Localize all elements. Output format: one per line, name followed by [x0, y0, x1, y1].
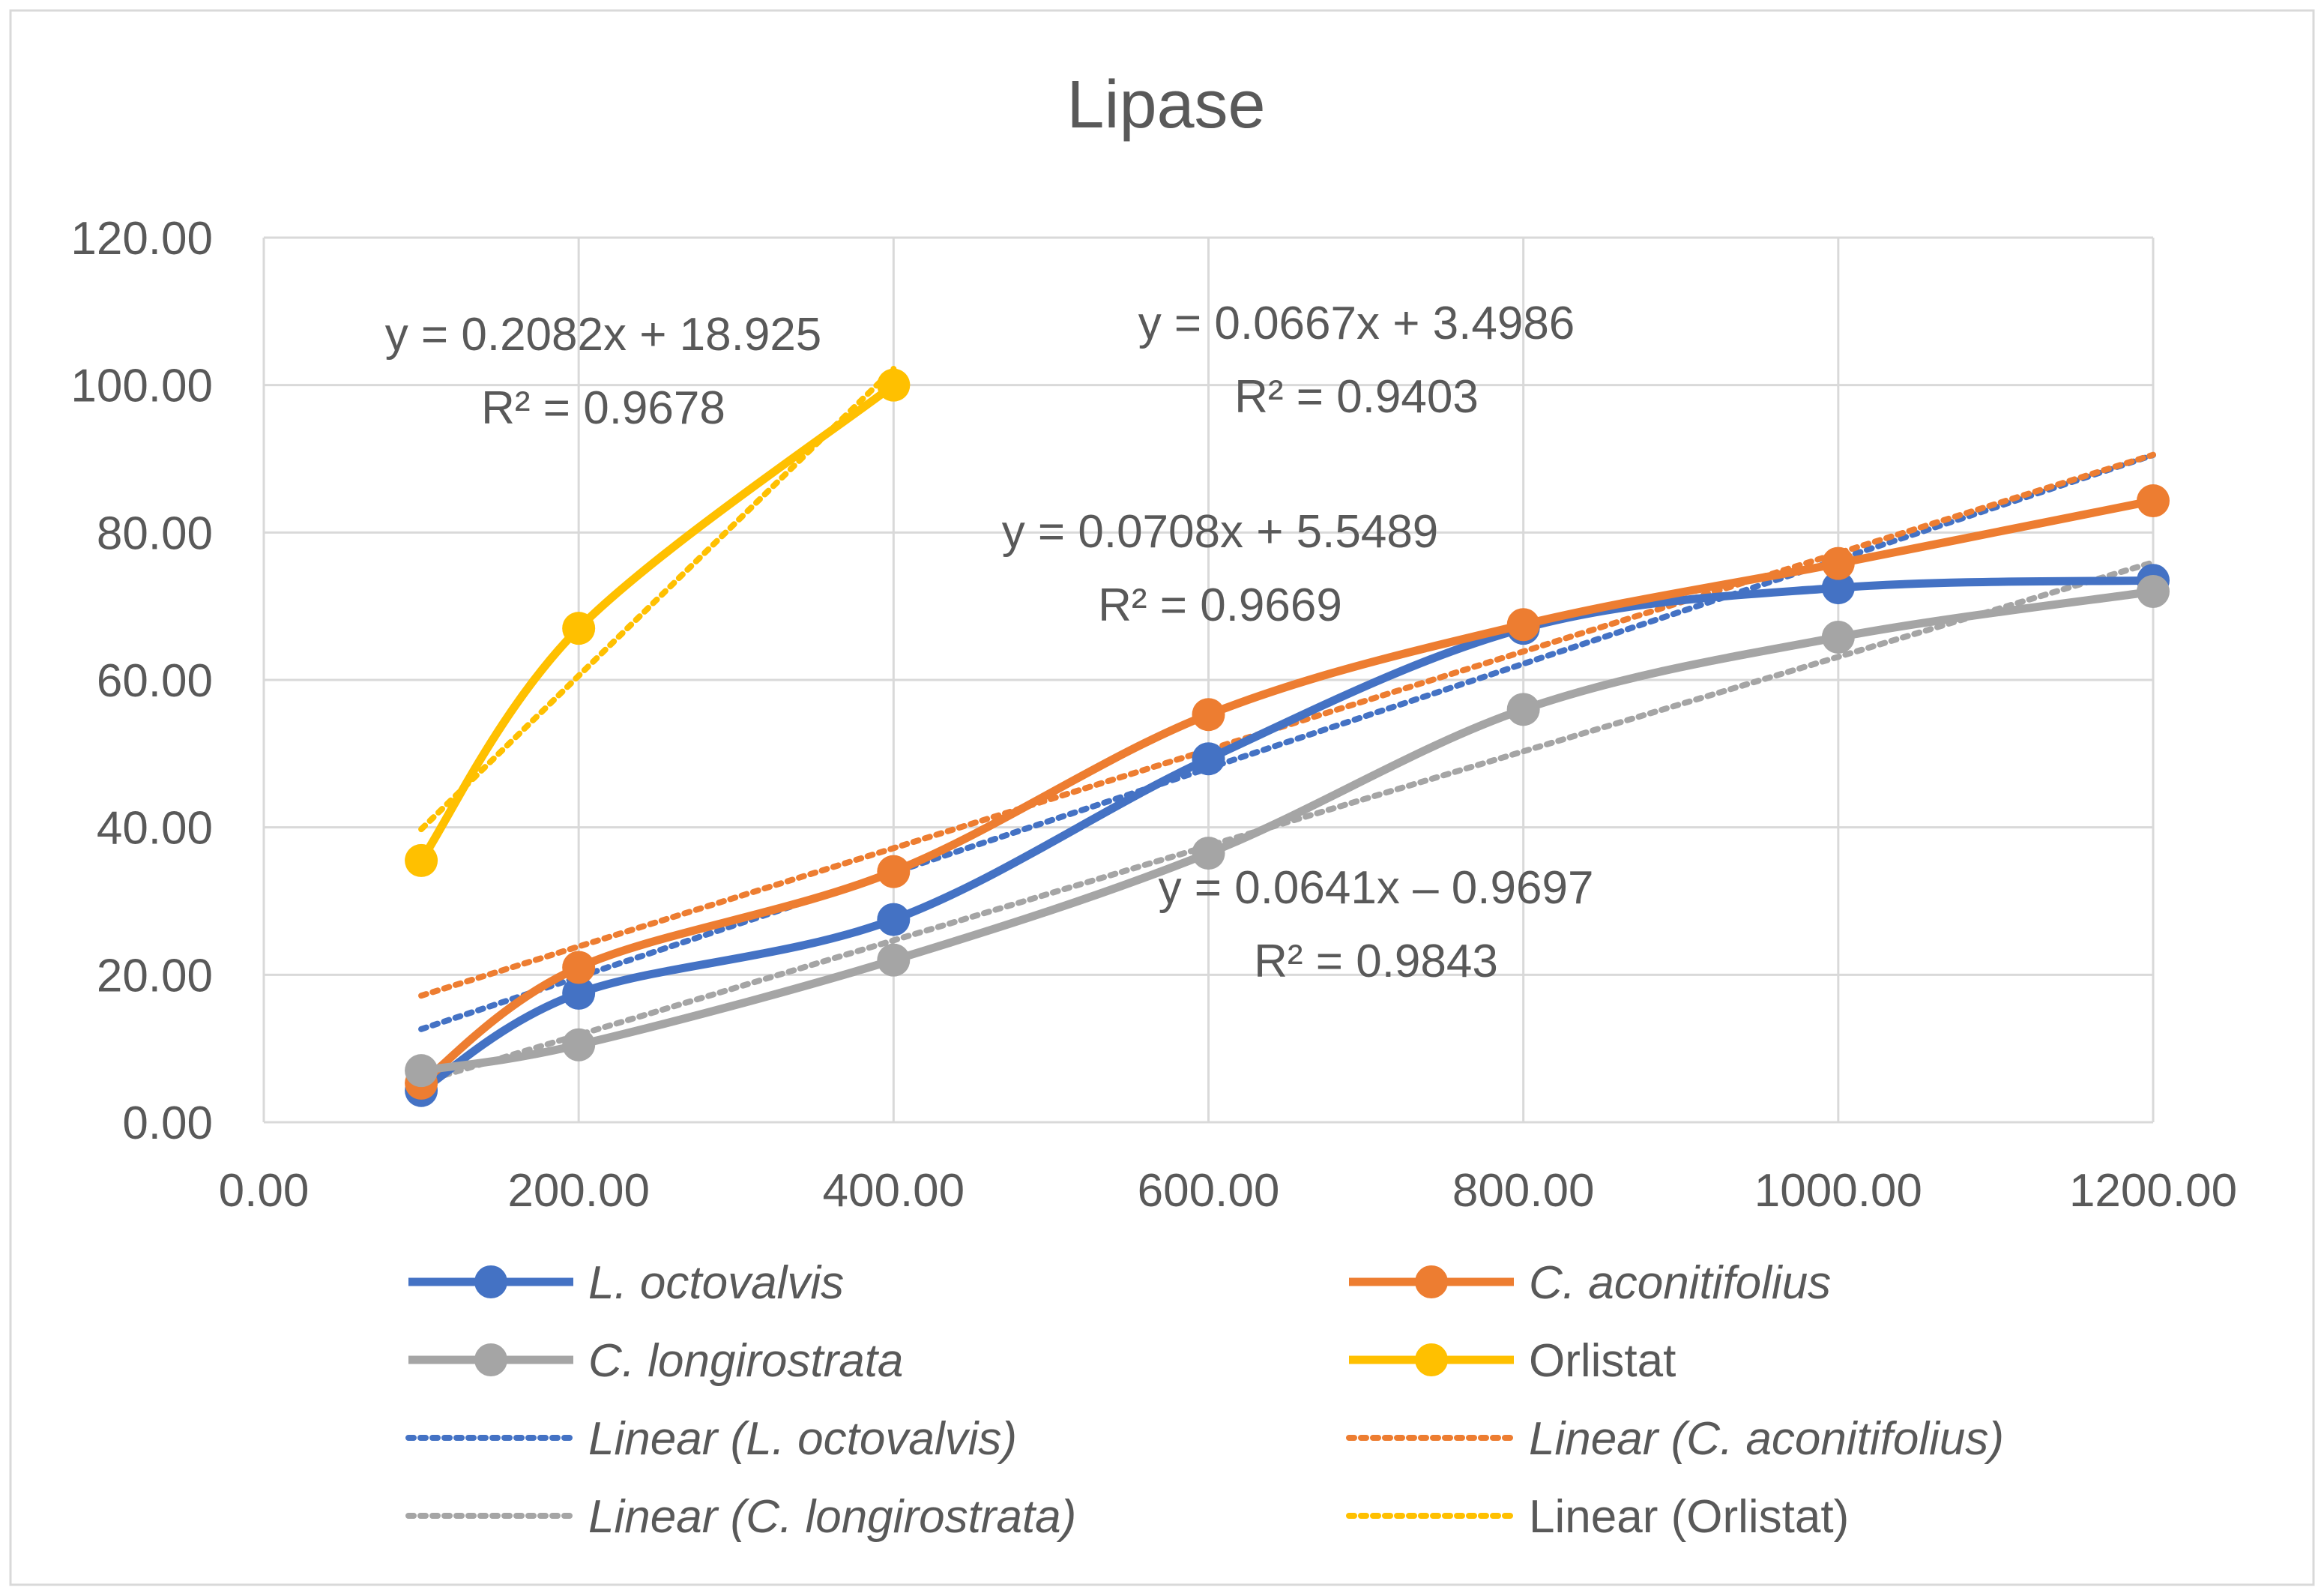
legend-label: L. octovalvis [588, 1257, 844, 1309]
equation-linear-orlistat: y = 0.2082x + 18.925 R² = 0.9678 [385, 309, 822, 434]
y-tick-label: 120.00 [70, 213, 213, 265]
data-point[interactable] [405, 843, 438, 877]
y-tick-label: 80.00 [97, 508, 213, 559]
legend[interactable]: L. octovalvis C. aconitifolius C. longiros… [405, 1257, 2004, 1543]
data-point[interactable] [877, 855, 911, 888]
data-point[interactable] [562, 951, 596, 984]
equation-linear-l-octovalvis: y = 0.0708x + 5.5489 R² = 0.9669 [1002, 506, 1439, 631]
data-point[interactable] [1192, 698, 1225, 732]
y-tick-label: 40.00 [97, 803, 213, 855]
data-series [405, 368, 2170, 1107]
legend-item-linear-c-aconitifolius[interactable]: Linear (C. aconitifolius) [1346, 1413, 2004, 1465]
axis-tick-labels: 0.00 20.00 40.00 60.00 80.00 100.00 120.00 0.00… [70, 213, 2237, 1217]
trendline-equation: y = 0.0708x + 5.5489 [1002, 506, 1439, 558]
legend-item-c-aconitifolius[interactable]: C. aconitifolius [1349, 1257, 1831, 1309]
equation-linear-c-aconitifolius: y = 0.0667x + 3.4986 R² = 0.9403 [1138, 298, 1575, 423]
chart-border [9, 9, 2315, 1586]
x-tick-label: 200.00 [507, 1165, 650, 1217]
y-tick-label: 100.00 [70, 361, 213, 412]
data-point[interactable] [2137, 484, 2170, 518]
legend-item-c-longirostrata[interactable]: C. longirostrata [408, 1335, 903, 1387]
trendline-r2: R² = 0.9843 [1254, 936, 1498, 987]
legend-label: Linear (C. aconitifolius) [1529, 1413, 2004, 1465]
data-point[interactable] [1821, 571, 1855, 605]
trendline-equation: y = 0.0641x – 0.9697 [1159, 862, 1594, 914]
data-point[interactable] [877, 943, 911, 977]
y-tick-label: 60.00 [97, 655, 213, 707]
legend-item-linear-orlistat[interactable]: Linear (Orlistat) [1346, 1491, 1849, 1543]
x-tick-label: 800.00 [1452, 1165, 1595, 1217]
legend-swatch-marker [1415, 1265, 1448, 1298]
data-point[interactable] [877, 903, 911, 936]
equation-linear-c-longirostrata: y = 0.0641x – 0.9697 R² = 0.9843 [1159, 862, 1594, 987]
trendline-r2: R² = 0.9669 [1098, 579, 1342, 631]
legend-swatch-marker [474, 1343, 507, 1376]
chart-title: Lipase [1066, 67, 1265, 142]
legend-label: Linear (L. octovalvis) [588, 1413, 1017, 1465]
x-tick-label: 600.00 [1138, 1165, 1280, 1217]
legend-label: C. aconitifolius [1529, 1257, 1831, 1309]
data-point[interactable] [1192, 742, 1225, 776]
legend-label: Linear (C. longirostrata) [588, 1491, 1076, 1543]
legend-item-linear-c-longirostrata[interactable]: Linear (C. longirostrata) [405, 1491, 1076, 1543]
x-tick-label: 400.00 [823, 1165, 965, 1217]
trendline-equations: y = 0.0708x + 5.5489 R² = 0.9669 y = 0.066… [385, 298, 1594, 987]
x-tick-label: 1200.00 [2069, 1165, 2237, 1217]
legend-swatch-marker [474, 1265, 507, 1298]
trendline-equation: y = 0.0667x + 3.4986 [1138, 298, 1575, 349]
x-tick-label: 0.00 [219, 1165, 310, 1217]
data-point[interactable] [562, 976, 596, 1010]
x-tick-label: 1000.00 [1754, 1165, 1922, 1217]
gridlines [262, 236, 2155, 1124]
trendline-r2: R² = 0.9678 [481, 382, 725, 434]
legend-swatch-marker [1415, 1343, 1448, 1376]
legend-label: Linear (Orlistat) [1529, 1491, 1849, 1543]
legend-label: Orlistat [1529, 1335, 1676, 1387]
y-tick-label: 20.00 [97, 950, 213, 1002]
series-orlistat [405, 368, 911, 877]
data-point[interactable] [1821, 546, 1855, 580]
data-point[interactable] [562, 1028, 596, 1062]
y-tick-label: 0.00 [122, 1097, 213, 1149]
legend-item-orlistat[interactable]: Orlistat [1349, 1335, 1676, 1387]
data-point[interactable] [1192, 837, 1225, 870]
legend-item-l-octovalvis[interactable]: L. octovalvis [408, 1257, 844, 1309]
data-point[interactable] [1821, 620, 1855, 654]
series-c-longirostrata [405, 575, 2170, 1088]
legend-item-linear-l-octovalvis[interactable]: Linear (L. octovalvis) [405, 1413, 1017, 1465]
legend-label: C. longirostrata [588, 1335, 903, 1387]
data-point[interactable] [1506, 693, 1540, 726]
trendline-linear-l-octovalvis [418, 451, 2156, 1032]
data-point[interactable] [877, 368, 911, 402]
trendline-r2: R² = 0.9403 [1234, 371, 1479, 423]
trendline-equation: y = 0.2082x + 18.925 [385, 309, 822, 361]
data-point[interactable] [1506, 608, 1540, 642]
data-point[interactable] [405, 1054, 438, 1088]
data-point[interactable] [562, 612, 596, 645]
data-point[interactable] [2137, 575, 2170, 608]
